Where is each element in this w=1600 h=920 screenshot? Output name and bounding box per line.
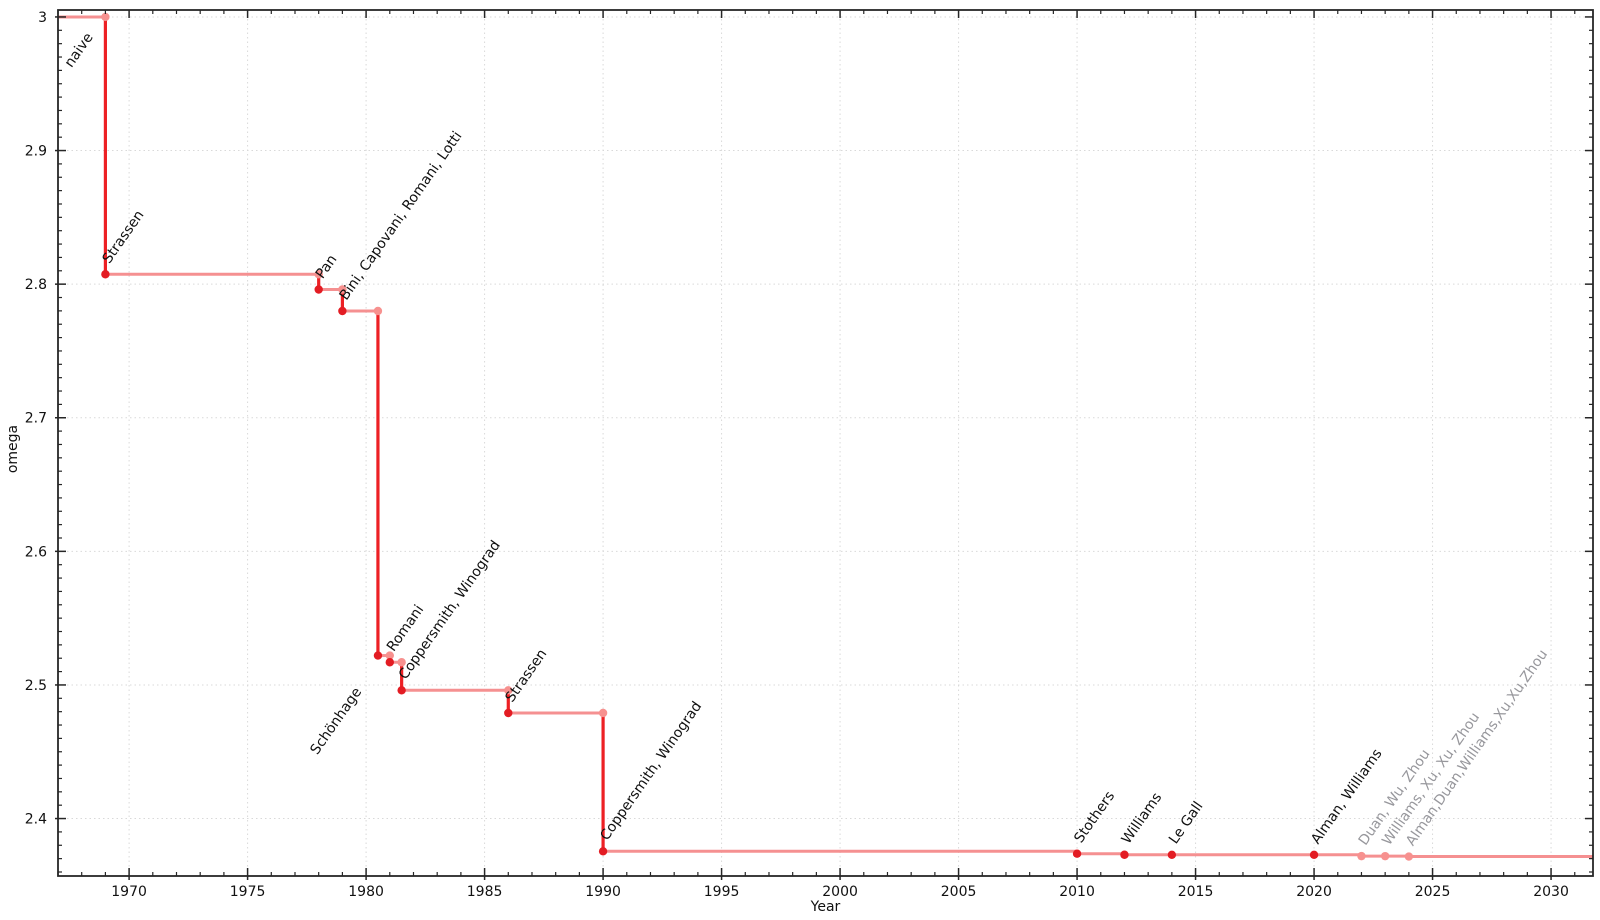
y-tick-label: 2.7 [25, 411, 47, 427]
event-point-romani [385, 658, 394, 667]
y-tick-label: 2.6 [25, 544, 47, 560]
event-point-alman-duan-williams-xu-xu-zhou [1404, 852, 1414, 861]
ticks [55, 10, 1593, 880]
x-tick-label: 1970 [111, 884, 147, 900]
step-corner-point [373, 306, 383, 316]
event-label-le-gall: Le Gall [1166, 799, 1207, 847]
event-point-sch-nhage [373, 651, 383, 660]
y-tick-label: 2.5 [25, 678, 47, 694]
event-points [101, 270, 1414, 861]
event-point-pan [314, 285, 323, 294]
grid [58, 10, 1593, 876]
x-tick-label: 2020 [1296, 884, 1332, 900]
step-corner-point [314, 270, 323, 279]
plot-frame [57, 9, 1594, 877]
event-point-stothers [1072, 849, 1082, 858]
x-tick-label: 1985 [467, 884, 503, 900]
step-corner-point [397, 658, 406, 667]
x-tick-label: 1975 [230, 884, 266, 900]
event-point-alman-williams [1309, 850, 1319, 860]
event-point-strassen [504, 708, 513, 718]
y-tick-label: 2.4 [25, 812, 47, 828]
x-tick-label: 2000 [822, 884, 858, 900]
x-tick-label: 2030 [1533, 884, 1569, 900]
event-point-duan-wu-zhou [1357, 851, 1366, 861]
event-point-bini-capovani-romani-lotti [338, 306, 347, 316]
event-point-le-gall [1167, 850, 1177, 860]
y-tick-label: 2.8 [25, 277, 47, 293]
event-label-coppersmith-winograd: Coppersmith, Winograd [597, 699, 705, 844]
event-label-strassen: Strassen [502, 646, 550, 705]
event-point-coppersmith-winograd [598, 847, 608, 856]
y-tick-label: 2.9 [25, 144, 47, 160]
event-point-strassen [101, 270, 110, 279]
step-corner-point [598, 708, 608, 718]
y-axis-title: omega [5, 425, 21, 473]
step-corner-point [385, 651, 394, 660]
event-label-sch-nhage: Schönhage [307, 685, 365, 758]
event-label-naive: naive [62, 30, 97, 71]
x-tick-label: 1990 [585, 884, 621, 900]
corner-points [101, 12, 608, 718]
event-label-stothers: Stothers [1071, 789, 1118, 846]
event-point-coppersmith-winograd [397, 686, 406, 695]
step-corner-point [504, 686, 513, 695]
event-point-williams [1120, 850, 1129, 859]
event-point-williams-xu-xu-zhou [1380, 851, 1390, 861]
step-corner-point [338, 285, 347, 294]
event-label-williams-xu-xu-zhou: Williams, Xu, Xu, Zhou [1379, 710, 1483, 849]
y-tick-label: 3 [38, 10, 47, 26]
x-tick-label: 1995 [704, 884, 740, 900]
step-series [58, 15, 1593, 859]
event-label-bini-capovani-romani-lotti: Bini, Capovani, Romani, Lotti [337, 129, 466, 304]
x-axis-title: Year [810, 899, 841, 915]
event-label-alman-duan-williams-xu-xu-zhou: Alman,Duan,Williams,Xu,Xu,Zhou [1403, 647, 1551, 849]
x-tick-label: 2010 [1059, 884, 1095, 900]
x-tick-label: 2005 [941, 884, 977, 900]
step-corner-point [101, 12, 110, 22]
x-tick-label: 2025 [1415, 884, 1451, 900]
x-tick-label: 1980 [348, 884, 384, 900]
tick-labels: 1970 1975 1980 1985 1990 1995 2000 2005 2010 2015… [25, 10, 1569, 900]
x-tick-label: 2015 [1178, 884, 1214, 900]
